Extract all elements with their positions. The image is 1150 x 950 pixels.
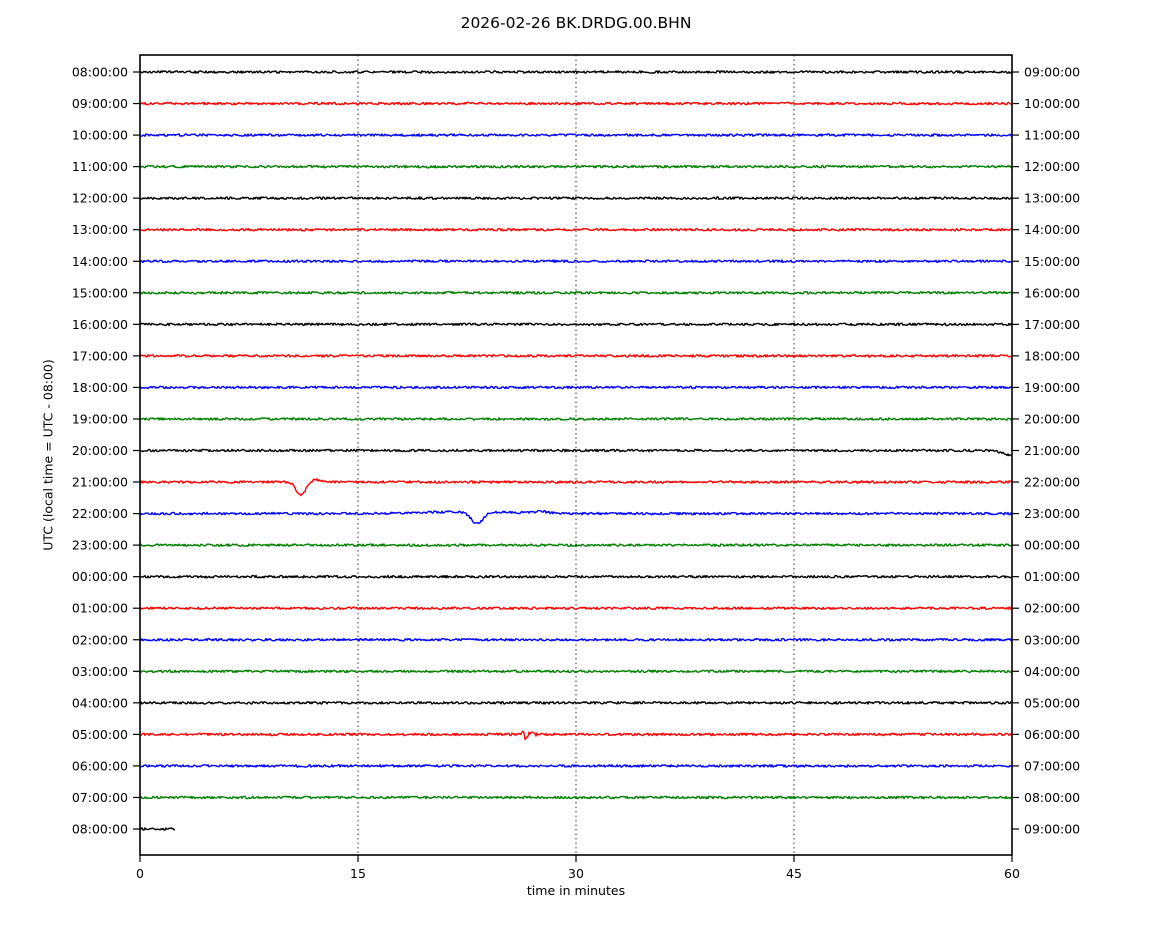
y-tick-label-left: 11:00:00 bbox=[72, 159, 128, 174]
trace-row-09:00:00 bbox=[139, 101, 1013, 106]
y-tick-label-right: 09:00:00 bbox=[1024, 822, 1080, 837]
trace-row-15:00:00 bbox=[139, 290, 1013, 295]
trace-row-21:00:00 bbox=[139, 478, 1013, 497]
y-tick-label-left: 05:00:00 bbox=[72, 727, 128, 742]
trace-row-20:00:00 bbox=[139, 448, 1013, 457]
trace-row-17:00:00 bbox=[139, 354, 1013, 358]
y-tick-label-right: 06:00:00 bbox=[1024, 727, 1080, 742]
y-tick-label-right: 05:00:00 bbox=[1024, 695, 1080, 710]
y-tick-label-right: 07:00:00 bbox=[1024, 758, 1080, 773]
y-tick-label-left: 17:00:00 bbox=[72, 348, 128, 363]
trace-row-06:00:00 bbox=[139, 764, 1013, 768]
y-tick-label-left: 02:00:00 bbox=[72, 632, 128, 647]
x-tick-label: 45 bbox=[786, 866, 802, 881]
y-tick-label-right: 22:00:00 bbox=[1024, 475, 1080, 490]
y-tick-label-right: 11:00:00 bbox=[1024, 128, 1080, 143]
y-tick-label-right: 03:00:00 bbox=[1024, 632, 1080, 647]
trace-row-23:00:00 bbox=[139, 543, 1013, 547]
y-tick-label-left: 12:00:00 bbox=[72, 191, 128, 206]
y-tick-label-right: 19:00:00 bbox=[1024, 380, 1080, 395]
y-tick-label-left: 19:00:00 bbox=[72, 411, 128, 426]
trace-row-08:00:00 bbox=[139, 70, 1013, 74]
trace-row-19:00:00 bbox=[139, 417, 1013, 421]
y-tick-label-right: 20:00:00 bbox=[1024, 411, 1080, 426]
trace-row-00:00:00 bbox=[139, 574, 1013, 579]
y-tick-label-right: 04:00:00 bbox=[1024, 664, 1080, 679]
y-tick-label-right: 21:00:00 bbox=[1024, 443, 1080, 458]
x-tick-label: 0 bbox=[136, 866, 144, 881]
y-tick-label-right: 10:00:00 bbox=[1024, 96, 1080, 111]
y-tick-label-right: 08:00:00 bbox=[1024, 790, 1080, 805]
y-tick-label-left: 03:00:00 bbox=[72, 664, 128, 679]
trace-row-16:00:00 bbox=[139, 322, 1013, 327]
trace-row-10:00:00 bbox=[139, 133, 1013, 137]
trace-row-22:00:00 bbox=[139, 509, 1013, 525]
x-tick-label: 15 bbox=[350, 866, 366, 881]
y-tick-label-right: 18:00:00 bbox=[1024, 348, 1080, 363]
y-tick-label-left: 20:00:00 bbox=[72, 443, 128, 458]
trace-row-03:00:00 bbox=[139, 669, 1013, 674]
trace-row-07:00:00 bbox=[139, 795, 1013, 800]
plot-title: 2026-02-26 BK.DRDG.00.BHN bbox=[460, 14, 692, 32]
y-tick-label-left: 21:00:00 bbox=[72, 475, 128, 490]
trace-row-18:00:00 bbox=[139, 385, 1013, 390]
y-tick-label-left: 22:00:00 bbox=[72, 506, 128, 521]
y-tick-label-right: 01:00:00 bbox=[1024, 569, 1080, 584]
trace-row-11:00:00 bbox=[139, 164, 1013, 169]
y-tick-label-left: 15:00:00 bbox=[72, 285, 128, 300]
y-tick-label-right: 13:00:00 bbox=[1024, 191, 1080, 206]
y-tick-label-left: 08:00:00 bbox=[72, 65, 128, 80]
trace-row-14:00:00 bbox=[139, 259, 1013, 264]
y-tick-label-right: 00:00:00 bbox=[1024, 538, 1080, 553]
trace-row-02:00:00 bbox=[140, 637, 1013, 642]
y-tick-label-left: 10:00:00 bbox=[72, 128, 128, 143]
y-tick-label-left: 07:00:00 bbox=[72, 790, 128, 805]
trace-row-13:00:00 bbox=[139, 227, 1013, 232]
trace-row-01:00:00 bbox=[139, 606, 1013, 611]
y-tick-label-left: 13:00:00 bbox=[72, 222, 128, 237]
y-tick-label-right: 14:00:00 bbox=[1024, 222, 1080, 237]
y-tick-label-left: 14:00:00 bbox=[72, 254, 128, 269]
x-axis-label: time in minutes bbox=[526, 883, 626, 898]
trace-row-08:00:00 bbox=[139, 827, 176, 831]
y-tick-label-right: 09:00:00 bbox=[1024, 65, 1080, 80]
plot-border bbox=[139, 54, 1013, 856]
y-tick-label-right: 12:00:00 bbox=[1024, 159, 1080, 174]
y-tick-label-left: 18:00:00 bbox=[72, 380, 128, 395]
x-tick-label: 30 bbox=[568, 866, 584, 881]
y-tick-label-left: 01:00:00 bbox=[72, 601, 128, 616]
x-tick-label: 60 bbox=[1004, 866, 1020, 881]
y-tick-label-right: 17:00:00 bbox=[1024, 317, 1080, 332]
y-tick-label-right: 23:00:00 bbox=[1024, 506, 1080, 521]
y-tick-label-right: 15:00:00 bbox=[1024, 254, 1080, 269]
trace-row-12:00:00 bbox=[139, 196, 1013, 200]
trace-row-05:00:00 bbox=[139, 730, 1013, 740]
y-tick-label-left: 04:00:00 bbox=[72, 695, 128, 710]
y-tick-label-left: 23:00:00 bbox=[72, 538, 128, 553]
y-tick-label-right: 16:00:00 bbox=[1024, 285, 1080, 300]
y-tick-label-left: 16:00:00 bbox=[72, 317, 128, 332]
y-tick-label-left: 08:00:00 bbox=[72, 822, 128, 837]
y-tick-label-left: 06:00:00 bbox=[72, 758, 128, 773]
y-tick-label-right: 02:00:00 bbox=[1024, 601, 1080, 616]
y-tick-label-left: 00:00:00 bbox=[72, 569, 128, 584]
trace-row-04:00:00 bbox=[139, 701, 1013, 705]
y-tick-label-left: 09:00:00 bbox=[72, 96, 128, 111]
